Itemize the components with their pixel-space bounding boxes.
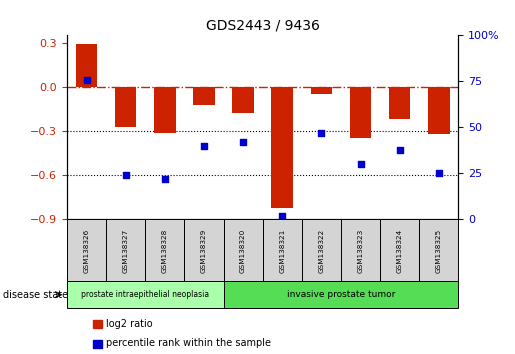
Point (161, 176, 169, 182)
Point (435, 171, 443, 176)
Text: GSM138325: GSM138325 (436, 228, 442, 273)
Bar (232, 87, 254, 113)
Point (278, 213, 286, 219)
Point (82, 77, 91, 82)
Text: GSM138328: GSM138328 (162, 228, 168, 273)
Bar (115, 87, 136, 127)
Point (396, 147, 404, 152)
Bar (428, 87, 450, 134)
Bar (154, 87, 176, 133)
Text: GSM138320: GSM138320 (240, 228, 246, 273)
Text: disease state: disease state (3, 290, 67, 300)
Point (317, 130, 325, 136)
Text: GSM138322: GSM138322 (318, 228, 324, 273)
Bar (389, 87, 410, 119)
Point (122, 172, 130, 178)
Text: invasive prostate tumor: invasive prostate tumor (287, 290, 395, 299)
Point (200, 143, 208, 149)
Text: GSM138329: GSM138329 (201, 228, 207, 273)
Text: GSM138324: GSM138324 (397, 228, 403, 273)
Point (356, 161, 365, 167)
Bar (193, 87, 215, 105)
Bar (350, 87, 371, 138)
Text: GSM138321: GSM138321 (279, 228, 285, 273)
Bar (76, 44, 97, 87)
Text: GSM138323: GSM138323 (357, 228, 364, 273)
Bar (271, 87, 293, 208)
Point (239, 139, 247, 145)
Text: log2 ratio: log2 ratio (106, 319, 152, 329)
Text: percentile rank within the sample: percentile rank within the sample (106, 338, 270, 348)
Title: GDS2443 / 9436: GDS2443 / 9436 (205, 19, 320, 33)
Bar (311, 87, 332, 94)
Text: GSM138326: GSM138326 (83, 228, 90, 273)
Text: prostate intraepithelial neoplasia: prostate intraepithelial neoplasia (81, 290, 209, 299)
Text: GSM138327: GSM138327 (123, 228, 129, 273)
